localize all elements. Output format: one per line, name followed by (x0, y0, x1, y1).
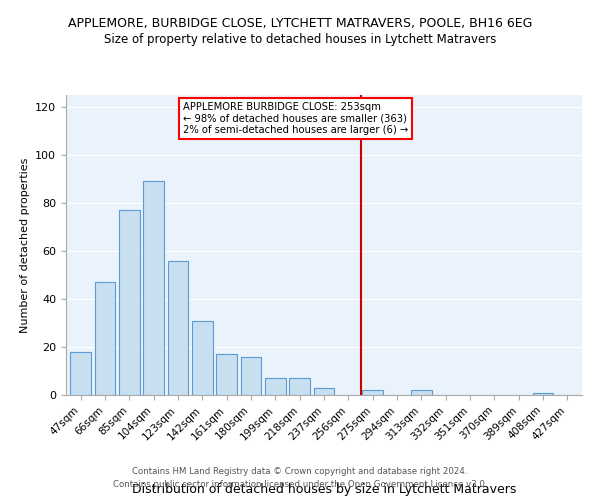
Bar (289, 378, 310, 395)
Bar (119, 210, 140, 395)
Bar (411, 390, 432, 395)
Bar (192, 320, 212, 395)
Bar (362, 390, 383, 395)
Bar (95, 282, 115, 395)
Bar (216, 354, 237, 395)
Y-axis label: Number of detached properties: Number of detached properties (20, 158, 29, 332)
Bar (533, 392, 553, 395)
X-axis label: Distribution of detached houses by size in Lytchett Matravers: Distribution of detached houses by size … (132, 483, 516, 496)
Bar (265, 378, 286, 395)
Bar (167, 260, 188, 395)
Bar (314, 388, 334, 395)
Text: Size of property relative to detached houses in Lytchett Matravers: Size of property relative to detached ho… (104, 32, 496, 46)
Text: APPLEMORE BURBIDGE CLOSE: 253sqm
← 98% of detached houses are smaller (363)
2% o: APPLEMORE BURBIDGE CLOSE: 253sqm ← 98% o… (183, 102, 408, 136)
Text: Contains HM Land Registry data © Crown copyright and database right 2024.
Contai: Contains HM Land Registry data © Crown c… (113, 468, 487, 489)
Bar (143, 182, 164, 395)
Text: APPLEMORE, BURBIDGE CLOSE, LYTCHETT MATRAVERS, POOLE, BH16 6EG: APPLEMORE, BURBIDGE CLOSE, LYTCHETT MATR… (68, 18, 532, 30)
Bar (241, 356, 262, 395)
Bar (70, 352, 91, 395)
